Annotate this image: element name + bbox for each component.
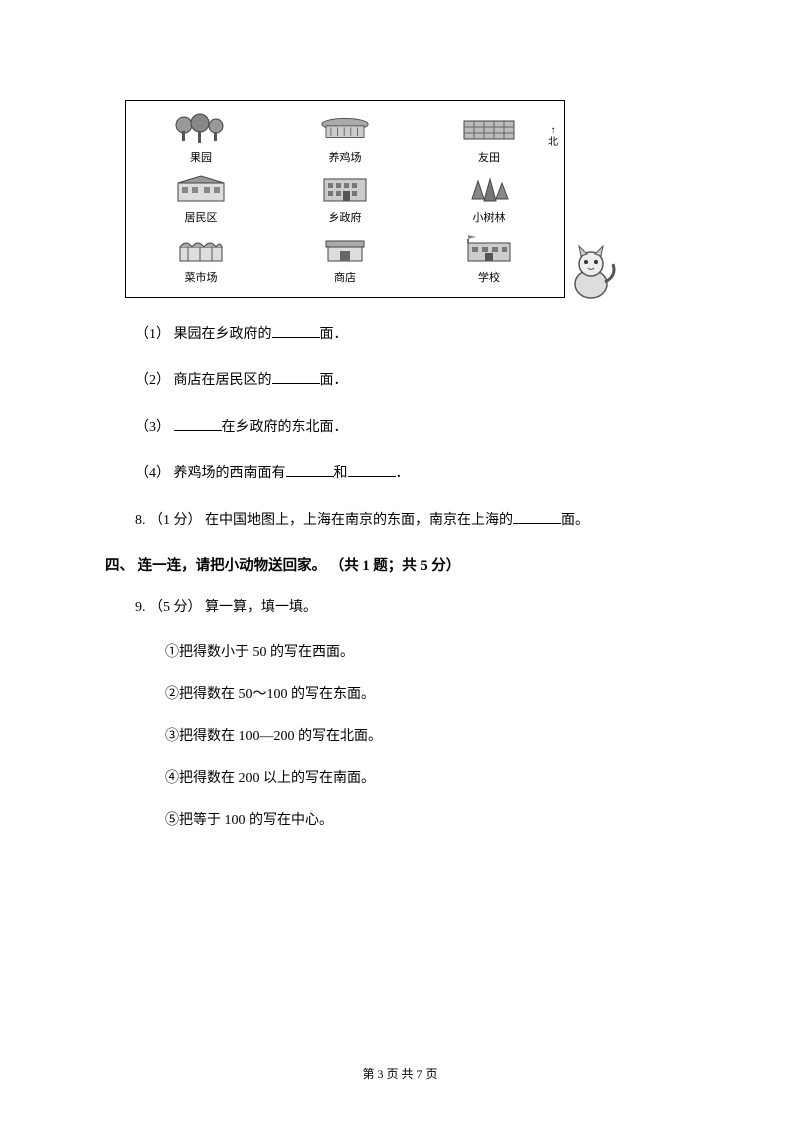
question-text: 算一算，填一填。: [202, 600, 318, 615]
township-gov-icon: [316, 173, 374, 207]
map-cell-market: 菜市场: [144, 233, 258, 285]
market-icon: [172, 233, 230, 267]
page-footer: 第 3 页 共 7 页: [0, 1065, 800, 1082]
blank-input[interactable]: [286, 461, 334, 477]
small-forest-icon: [460, 173, 518, 207]
map-diagram: 果园 养鸡场: [125, 100, 565, 298]
map-cell-small-forest: 小树林: [432, 173, 546, 225]
north-indicator: ↑ 北: [548, 125, 558, 149]
chicken-farm-icon: [316, 113, 374, 147]
sub-item-5: ⑤把等于 100 的写在中心。: [165, 809, 695, 829]
north-arrow-icon: ↑: [551, 125, 556, 137]
map-cell-residential: 居民区: [144, 173, 258, 225]
question-text: 面。: [561, 513, 589, 528]
map-cell-school: 学校: [432, 233, 546, 285]
question-text: 在中国地图上，上海在南京的东面，南京在上海的: [202, 513, 514, 528]
question-num: （4）: [135, 466, 170, 481]
question-num: （1）: [135, 327, 170, 342]
map-label: 菜市场: [185, 269, 218, 285]
question-text: 面．: [320, 327, 348, 342]
question-num: 9.: [135, 600, 146, 615]
sub-item-3: ③把得数在 100—200 的写在北面。: [165, 725, 695, 745]
question-9: 9. （5 分） 算一算，填一填。: [135, 597, 695, 619]
question-num: （2）: [135, 373, 170, 388]
question-sub-1: （1） 果园在乡政府的 面．: [135, 322, 695, 346]
sub-item-4: ④把得数在 200 以上的写在南面。: [165, 767, 695, 787]
map-cell-field: 友田: [432, 113, 546, 165]
map-cell-orchard: 果园: [144, 113, 258, 165]
question-text: 在乡政府的东北面．: [222, 420, 348, 435]
question-sub-4: （4） 养鸡场的西南面有 和 ．: [135, 461, 695, 485]
question-text: 果园在乡政府的: [170, 327, 272, 342]
map-cell-chicken-farm: 养鸡场: [288, 113, 402, 165]
map-grid: 果园 养鸡场: [144, 113, 546, 285]
map-label: 商店: [334, 269, 356, 285]
question-num: （3）: [135, 420, 170, 435]
map-label: 学校: [478, 269, 500, 285]
sub-item-2: ②把得数在 50～100 的写在东面。: [165, 683, 695, 703]
section-4-header: 四、 连一连，请把小动物送回家。 （共 1 题；共 5 分）: [105, 554, 695, 575]
residential-icon: [172, 173, 230, 207]
question-points: （1 分）: [149, 513, 202, 528]
question-points: （5 分）: [149, 600, 202, 615]
map-label: 居民区: [185, 209, 218, 225]
map-label: 友田: [478, 149, 500, 165]
question-text: 商店在居民区的: [170, 373, 272, 388]
shop-icon: [316, 233, 374, 267]
question-num: 8.: [135, 513, 146, 528]
north-label: 北: [548, 137, 558, 149]
blank-input[interactable]: [174, 415, 222, 431]
map-cell-shop: 商店: [288, 233, 402, 285]
blank-input[interactable]: [513, 508, 561, 524]
question-sub-2: （2） 商店在居民区的 面．: [135, 368, 695, 392]
map-label: 养鸡场: [329, 149, 362, 165]
orchard-icon: [172, 113, 230, 147]
question-text: 和: [334, 466, 348, 481]
school-icon: [460, 233, 518, 267]
map-label: 乡政府: [329, 209, 362, 225]
cat-decoration-icon: [563, 244, 619, 302]
map-cell-township-gov: 乡政府: [288, 173, 402, 225]
question-8: 8. （1 分） 在中国地图上，上海在南京的东面，南京在上海的 面。: [135, 508, 695, 532]
blank-input[interactable]: [348, 461, 396, 477]
question-sub-3: （3） 在乡政府的东北面．: [135, 415, 695, 439]
map-label: 小树林: [473, 209, 506, 225]
question-text: 养鸡场的西南面有: [170, 466, 286, 481]
question-text: ．: [396, 466, 410, 481]
blank-input[interactable]: [272, 322, 320, 338]
question-text: 面．: [320, 373, 348, 388]
blank-input[interactable]: [272, 368, 320, 384]
field-icon: [460, 113, 518, 147]
sub-item-1: ①把得数小于 50 的写在西面。: [165, 641, 695, 661]
map-label: 果园: [190, 149, 212, 165]
